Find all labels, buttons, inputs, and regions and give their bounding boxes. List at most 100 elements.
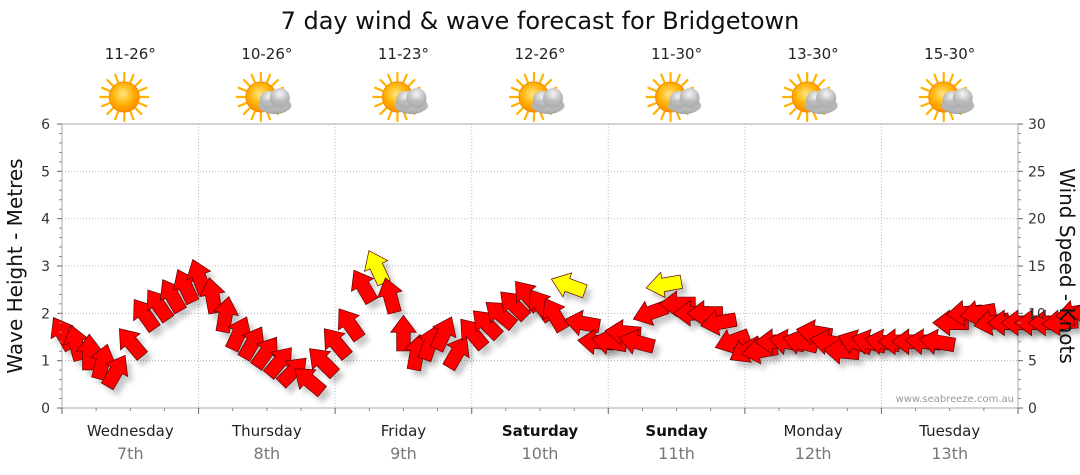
wind-arrow bbox=[918, 328, 957, 356]
wind-arrow bbox=[146, 289, 175, 324]
sun-rays bbox=[372, 71, 423, 123]
wind-arrow bbox=[376, 277, 403, 315]
temperature-range: 11-23° bbox=[378, 45, 429, 63]
right-tick-label: 10 bbox=[1028, 306, 1046, 322]
left-tick-label: 1 bbox=[41, 354, 50, 370]
wind-arrow bbox=[460, 318, 490, 352]
day-name-label: Saturday bbox=[502, 422, 579, 440]
temperature-range: 15-30° bbox=[924, 45, 975, 63]
sun-icon bbox=[99, 71, 150, 123]
daily-header-row: 11-26° 10-26° 11-23° 12-26° 11-30° 13-30° 15-3… bbox=[99, 45, 975, 123]
right-axis: 0 5 10 15 20 25 30 bbox=[1018, 117, 1046, 417]
wind-arrow bbox=[250, 336, 278, 371]
day-forecast-header: 15-30° bbox=[918, 45, 975, 123]
right-tick-label: 5 bbox=[1028, 354, 1037, 370]
wind-arrow bbox=[472, 310, 504, 342]
wind-arrow bbox=[485, 302, 519, 332]
wind-arrow bbox=[700, 309, 738, 336]
temperature-range: 12-26° bbox=[514, 45, 565, 63]
temperature-range: 13-30° bbox=[788, 45, 839, 63]
day-forecast-header: 10-26° bbox=[235, 45, 292, 123]
day-name-label: Friday bbox=[381, 422, 427, 440]
wind-arrow bbox=[225, 316, 252, 353]
wind-arrow bbox=[118, 328, 148, 361]
left-axis: 0 1 2 3 4 5 6 bbox=[41, 117, 1019, 417]
wind-arrow bbox=[1068, 299, 1080, 327]
day-name-label: Thursday bbox=[231, 422, 302, 440]
wind-arrow bbox=[618, 328, 656, 355]
wind-arrow bbox=[100, 354, 129, 391]
wind-arrow bbox=[442, 335, 470, 372]
left-tick-label: 6 bbox=[41, 117, 50, 133]
right-axis-label: Wind Speed - Knots bbox=[1055, 168, 1079, 364]
wind-arrows bbox=[50, 250, 1080, 398]
left-tick-label: 3 bbox=[41, 259, 50, 275]
right-tick-label: 0 bbox=[1028, 401, 1037, 417]
wind-arrow bbox=[275, 357, 307, 389]
wind-arrow-yellow bbox=[364, 250, 391, 287]
day-forecast-header: 11-23° bbox=[372, 45, 429, 123]
sun-cloud-icon bbox=[372, 71, 429, 123]
cloud-shape bbox=[257, 88, 292, 114]
sun-cloud-icon bbox=[235, 71, 292, 123]
sun-cloud-icon bbox=[918, 71, 975, 123]
sun-cloud-icon bbox=[782, 71, 839, 123]
right-tick-label: 20 bbox=[1028, 212, 1046, 228]
wind-arrow bbox=[133, 298, 161, 334]
day-name-label: Monday bbox=[784, 422, 843, 440]
right-tick-label: 15 bbox=[1028, 259, 1046, 275]
wind-arrow bbox=[500, 291, 532, 323]
day-date-label: 7th bbox=[117, 444, 144, 463]
day-labels: Wednesday 7th Thursday 8th Friday 9th Saturday… bbox=[87, 422, 980, 463]
wind-arrow bbox=[563, 309, 601, 337]
day-forecast-header: 12-26° bbox=[508, 45, 566, 123]
day-name-label: Tuesday bbox=[918, 422, 980, 440]
left-tick-label: 2 bbox=[41, 306, 50, 322]
left-axis-label: Wave Height - Metres bbox=[3, 158, 27, 373]
temperature-range: 11-26° bbox=[105, 45, 156, 63]
wind-arrow bbox=[350, 269, 379, 305]
wind-arrow bbox=[429, 316, 457, 353]
wind-arrow-yellow bbox=[645, 271, 683, 299]
left-tick-label: 5 bbox=[41, 164, 50, 180]
left-tick-label: 4 bbox=[41, 212, 50, 228]
chart-title: 7 day wind & wave forecast for Bridgetow… bbox=[281, 7, 800, 35]
cloud-shape bbox=[394, 88, 429, 114]
wind-arrow bbox=[337, 308, 366, 343]
sun-cloud-icon bbox=[508, 71, 565, 123]
day-date-label: 13th bbox=[931, 444, 968, 463]
wind-arrow bbox=[714, 328, 752, 355]
wind-arrow bbox=[212, 296, 240, 334]
day-date-label: 12th bbox=[795, 444, 832, 463]
right-tick-label: 30 bbox=[1028, 117, 1046, 133]
temperature-range: 11-30° bbox=[651, 45, 702, 63]
watermark: www.seabreeze.com.au bbox=[896, 394, 1014, 405]
wind-arrow bbox=[323, 328, 353, 361]
cloud-shape bbox=[531, 88, 565, 114]
day-name-label: Sunday bbox=[645, 422, 708, 440]
sun-cloud-icon bbox=[645, 71, 702, 123]
wind-arrow bbox=[632, 300, 670, 326]
wind-arrow bbox=[309, 348, 340, 380]
cloud-shape bbox=[667, 88, 702, 114]
left-tick-label: 0 bbox=[41, 401, 50, 417]
day-date-label: 11th bbox=[658, 444, 695, 463]
wind-arrow bbox=[262, 347, 292, 380]
plot-area bbox=[50, 123, 1080, 409]
right-tick-label: 25 bbox=[1028, 164, 1046, 180]
day-forecast-header: 11-26° bbox=[99, 45, 156, 123]
wind-arrow bbox=[237, 326, 265, 362]
wind-arrow bbox=[294, 368, 328, 398]
wind-arrow-yellow bbox=[550, 272, 588, 299]
day-name-label: Wednesday bbox=[87, 422, 174, 440]
temperature-range: 10-26° bbox=[241, 45, 292, 63]
day-date-label: 9th bbox=[390, 444, 417, 463]
day-forecast-header: 11-30° bbox=[645, 45, 702, 123]
sun-rays bbox=[99, 71, 150, 123]
cloud-shape bbox=[940, 88, 975, 114]
day-forecast-header: 13-30° bbox=[782, 45, 839, 123]
day-date-label: 8th bbox=[254, 444, 281, 463]
day-date-label: 10th bbox=[522, 444, 559, 463]
cloud-shape bbox=[804, 88, 839, 114]
